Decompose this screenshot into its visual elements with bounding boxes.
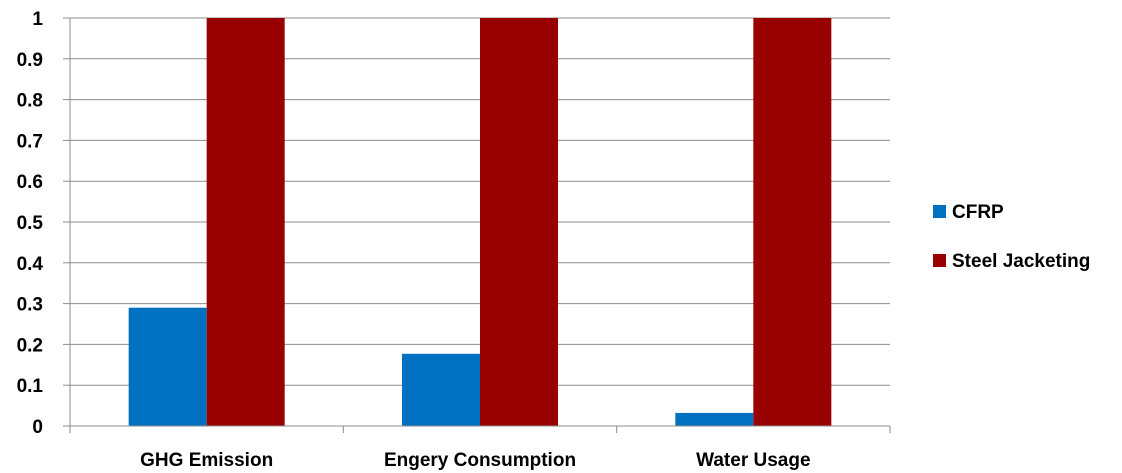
legend-label-steel-jacketing: Steel Jacketing <box>952 251 1090 272</box>
x-category-label: GHG Emission <box>140 450 273 471</box>
y-tick-label: 0.5 <box>17 213 44 234</box>
y-tick-label: 0.8 <box>17 91 43 112</box>
y-tick-label: 0.6 <box>17 172 43 193</box>
x-category-label: Engery Consumption <box>384 450 576 471</box>
bars <box>128 18 832 426</box>
legend-swatch-cfrp <box>933 205 946 218</box>
bar-steel-jacketing-0 <box>206 18 285 426</box>
y-axis-tick-labels: 0 0.1 0.2 0.3 0.4 0.5 0.6 0.7 0.8 0.9 1 <box>17 9 44 438</box>
y-tick-label: 0 <box>32 417 43 438</box>
x-axis-category-labels: GHG Emission Engery Consumption Water Usag… <box>140 450 810 471</box>
y-tick-label: 0.9 <box>17 50 43 71</box>
legend-label-cfrp: CFRP <box>952 202 1004 223</box>
y-tick-label: 0.7 <box>17 131 43 152</box>
y-tick-label: 0.3 <box>17 295 43 316</box>
axes <box>63 17 891 433</box>
x-category-label: Water Usage <box>696 450 810 471</box>
bar-cfrp-2 <box>675 412 754 426</box>
y-tick-label: 0.4 <box>17 254 44 275</box>
bar-steel-jacketing-1 <box>480 18 558 426</box>
bar-cfrp-1 <box>402 353 480 426</box>
bar-steel-jacketing-2 <box>753 18 832 426</box>
legend-swatch-steel-jacketing <box>933 254 946 267</box>
y-tick-label: 0.1 <box>17 376 44 397</box>
legend: CFRP Steel Jacketing <box>933 202 1090 272</box>
y-tick-label: 0.2 <box>17 335 43 356</box>
bar-cfrp-0 <box>128 307 207 426</box>
y-tick-label: 1 <box>32 9 43 30</box>
